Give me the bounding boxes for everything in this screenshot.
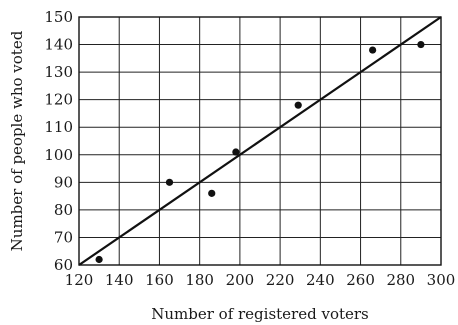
x-tick-label: 260 (346, 271, 375, 289)
data-point (232, 148, 240, 156)
y-tick-label: 120 (44, 91, 73, 109)
y-tick-label: 110 (44, 118, 73, 136)
data-point (369, 46, 377, 54)
plot-frame (78, 16, 442, 266)
x-tick-label: 120 (65, 271, 94, 289)
x-tick-label: 220 (266, 271, 295, 289)
y-axis-title: Number of people who voted (8, 30, 26, 251)
y-tick-label: 130 (44, 63, 73, 81)
x-tick-label: 180 (185, 271, 214, 289)
y-tick-label: 150 (44, 8, 73, 26)
y-tick-label: 100 (44, 146, 73, 164)
x-tick-label: 160 (145, 271, 174, 289)
x-axis-tick-labels: 120 140 160 180 200 220 240 260 280 300 (65, 271, 456, 289)
y-tick-label: 80 (54, 201, 73, 219)
data-point (208, 189, 216, 197)
y-tick-label: 140 (44, 36, 73, 54)
y-tick-label: 60 (54, 256, 73, 274)
data-point (95, 255, 103, 264)
data-point (417, 40, 425, 49)
y-axis-tick-labels: 60 70 80 90 100 110 120 130 140 150 (44, 8, 73, 274)
data-point (294, 101, 302, 109)
x-tick-label: 300 (427, 271, 456, 289)
x-tick-label: 200 (226, 271, 255, 289)
y-tick-label: 70 (54, 228, 73, 246)
data-points (95, 40, 425, 264)
x-axis-title: Number of registered voters (151, 305, 369, 323)
x-tick-label: 280 (386, 271, 415, 289)
x-tick-label: 140 (105, 271, 134, 289)
x-tick-label: 240 (306, 271, 335, 289)
grid (79, 17, 441, 265)
y-tick-label: 90 (54, 173, 73, 191)
data-point (165, 178, 174, 186)
line-of-best-fit (78, 16, 442, 266)
